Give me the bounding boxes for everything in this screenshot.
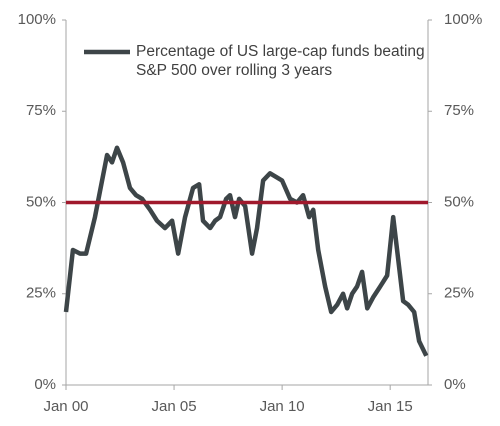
- x-tick-label: Jan 00: [43, 398, 88, 415]
- y2-tick-label: 75%: [444, 102, 474, 119]
- y2-tick-label: 50%: [444, 193, 474, 210]
- x-tick-label: Jan 15: [368, 398, 413, 415]
- y2-tick-label: 25%: [444, 285, 474, 302]
- y-tick-label: 100%: [18, 11, 56, 28]
- x-tick-label: Jan 05: [152, 398, 197, 415]
- y-tick-label: 50%: [26, 193, 56, 210]
- legend-label: Percentage of US large-cap funds beating…: [136, 43, 425, 79]
- series-line: [63, 145, 429, 357]
- y2-tick-label: 100%: [444, 11, 482, 28]
- x-tick-label: Jan 10: [260, 398, 305, 415]
- y-tick-label: 25%: [26, 285, 56, 302]
- y2-tick-label: 0%: [444, 376, 466, 393]
- y-tick-label: 75%: [26, 102, 56, 119]
- y-tick-label: 0%: [34, 376, 56, 393]
